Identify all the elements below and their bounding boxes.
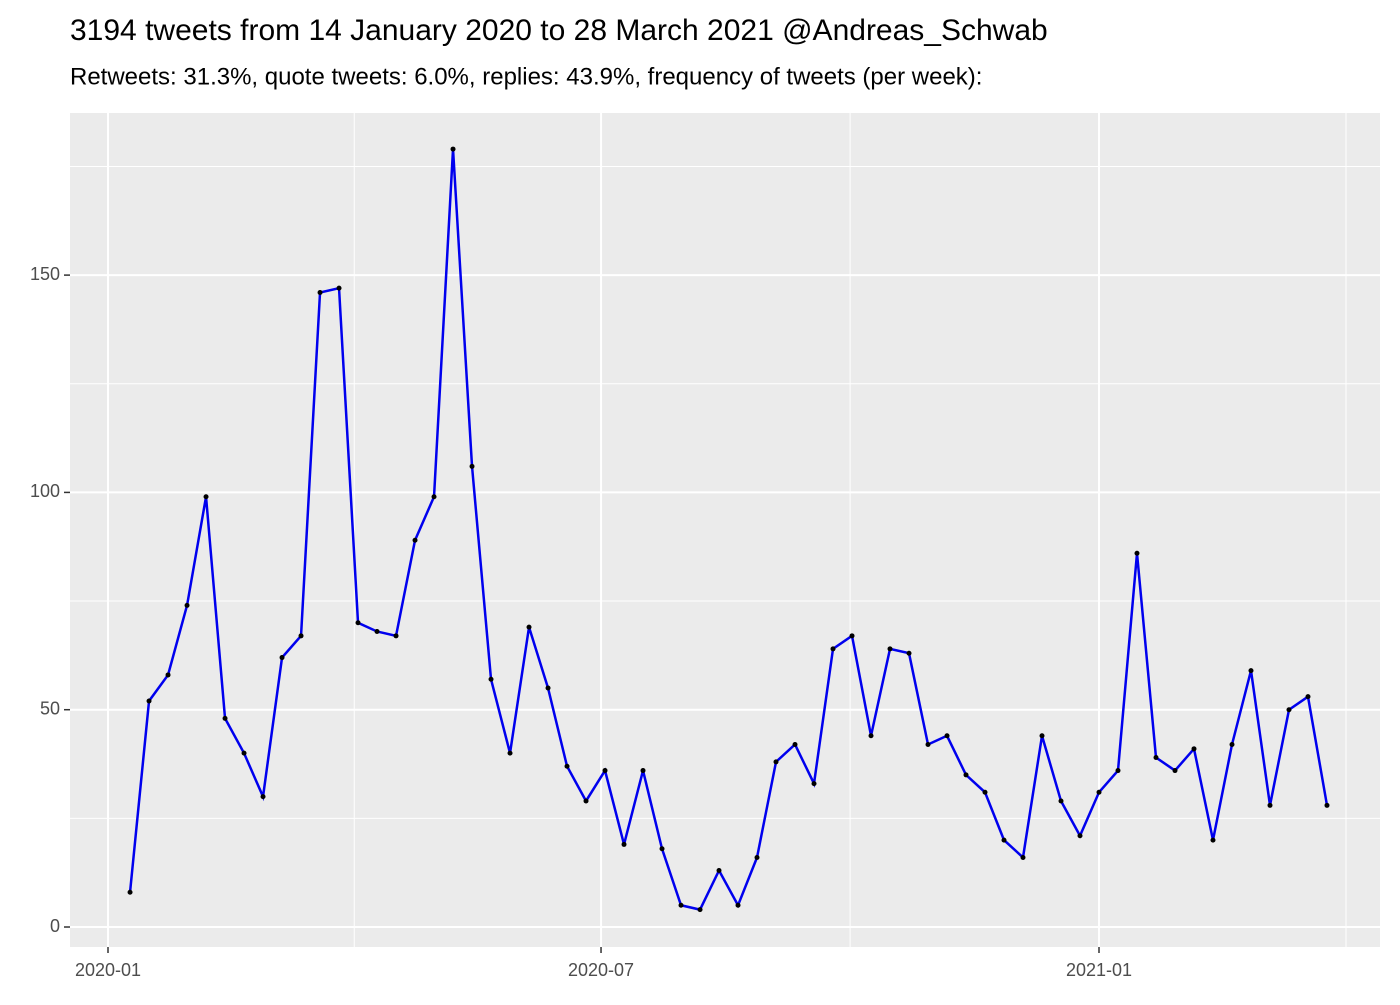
- point: [1077, 833, 1083, 839]
- point: [545, 685, 551, 691]
- chart-title: 3194 tweets from 14 January 2020 to 28 M…: [70, 14, 1048, 47]
- point: [1324, 802, 1330, 808]
- point: [1001, 837, 1007, 843]
- point: [1096, 789, 1102, 795]
- point: [697, 907, 703, 913]
- x-tick-label: 2020-01: [75, 960, 141, 980]
- y-tick-label: 0: [50, 916, 60, 936]
- point: [849, 633, 855, 639]
- point: [222, 715, 228, 721]
- point: [887, 646, 893, 652]
- y-tick-label: 50: [40, 698, 60, 718]
- point: [279, 655, 285, 661]
- x-tick-label: 2021-01: [1066, 960, 1132, 980]
- point: [488, 676, 494, 682]
- point: [830, 646, 836, 652]
- point: [260, 794, 266, 800]
- point: [1058, 798, 1064, 804]
- point: [754, 854, 760, 860]
- point: [621, 841, 627, 847]
- chart-subtitle: Retweets: 31.3%, quote tweets: 6.0%, rep…: [70, 63, 982, 90]
- point: [526, 624, 532, 630]
- point: [1267, 802, 1273, 808]
- point: [1191, 746, 1197, 752]
- point: [982, 789, 988, 795]
- point: [127, 889, 133, 895]
- point: [659, 846, 665, 852]
- point: [735, 902, 741, 908]
- point: [469, 463, 475, 469]
- point: [564, 763, 570, 769]
- point: [1039, 733, 1045, 739]
- point: [1210, 837, 1216, 843]
- point: [1134, 550, 1140, 556]
- plot-panel: [70, 113, 1380, 947]
- point: [906, 650, 912, 656]
- x-tick-label: 2020-07: [568, 960, 634, 980]
- point: [925, 741, 931, 747]
- point: [1305, 694, 1311, 700]
- point: [716, 868, 722, 874]
- point: [1115, 768, 1121, 774]
- point: [1286, 707, 1292, 713]
- point: [450, 146, 456, 152]
- y-tick-label: 100: [30, 481, 60, 501]
- point: [298, 633, 304, 639]
- series-line: [128, 148, 1329, 912]
- point: [241, 750, 247, 756]
- point: [868, 733, 874, 739]
- point: [602, 768, 608, 774]
- point: [317, 289, 323, 295]
- point: [393, 633, 399, 639]
- point: [507, 750, 513, 756]
- point: [811, 781, 817, 787]
- point: [146, 698, 152, 704]
- point: [1229, 741, 1235, 747]
- point: [1248, 668, 1254, 674]
- point: [412, 537, 418, 543]
- point: [792, 741, 798, 747]
- point: [374, 628, 380, 634]
- point: [1020, 854, 1026, 860]
- point: [583, 798, 589, 804]
- point: [944, 733, 950, 739]
- point: [640, 768, 646, 774]
- point: [963, 772, 969, 778]
- point: [1172, 768, 1178, 774]
- point: [678, 902, 684, 908]
- point: [336, 285, 342, 291]
- point: [203, 494, 209, 500]
- point: [431, 494, 437, 500]
- point: [165, 672, 171, 678]
- point: [1153, 755, 1159, 761]
- point: [773, 759, 779, 765]
- point: [355, 620, 361, 626]
- y-tick-label: 150: [30, 264, 60, 284]
- point: [184, 602, 190, 608]
